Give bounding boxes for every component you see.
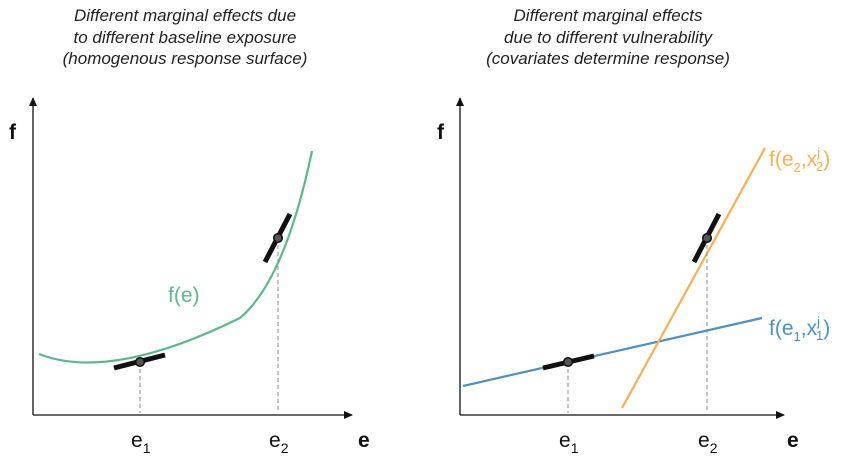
caption-line: (covariates determine response): [486, 49, 730, 68]
tick-base: e: [131, 429, 143, 452]
left-panel: f e f(e) e1 e2: [9, 97, 370, 456]
tick-sub: 2: [710, 440, 718, 456]
right-x-axis-label: e: [787, 429, 799, 452]
line-orange: [621, 147, 766, 409]
left-panel-caption: Different marginal effects due to differ…: [5, 5, 365, 70]
right-panel-caption: Different marginal effects due to differ…: [428, 5, 788, 70]
tick-base: e: [559, 429, 571, 452]
caption-line: (homogenous response surface): [62, 49, 308, 68]
tick-base: e: [269, 429, 281, 452]
label-sup: j: [816, 145, 820, 160]
label-suffix: ): [823, 148, 830, 171]
tick-sub: 1: [143, 440, 151, 456]
caption-line: to different baseline exposure: [73, 27, 297, 47]
label-sub: 1: [794, 329, 801, 344]
label-sub: 1: [816, 328, 823, 343]
label-prefix: f(e: [769, 317, 794, 340]
left-y-axis-label: f: [9, 121, 17, 144]
point-e2: [701, 232, 713, 244]
caption-line: Different marginal effects: [513, 6, 703, 25]
point-e2: [272, 232, 284, 244]
tick-base: e: [698, 429, 710, 452]
line-blue: [462, 316, 763, 388]
right-tick-e2: e2: [698, 429, 718, 456]
label-mid: ,x: [801, 317, 818, 340]
left-tick-e1: e1: [131, 429, 151, 456]
label-suffix: ): [823, 317, 830, 340]
caption-line: Different marginal effects due: [73, 6, 297, 25]
right-y-axis-label: f: [437, 121, 445, 144]
right-panel: f e f(e2,xj 2) f(e1,xj 1) e1 e2: [437, 97, 830, 456]
left-x-axis-label: e: [358, 429, 370, 452]
curve-f-e: [38, 150, 314, 364]
curve-label-f-e: f(e): [168, 284, 200, 307]
line-label-blue: f(e1,xj 1): [769, 314, 830, 344]
line-label-orange: f(e2,xj 2): [769, 145, 830, 175]
caption-line: due to different vulnerability: [504, 27, 712, 47]
left-tick-e2: e2: [269, 429, 289, 456]
point-e1: [134, 356, 146, 368]
point-e1: [562, 356, 574, 368]
label-sup: j: [816, 314, 820, 329]
label-prefix: f(e: [769, 148, 794, 171]
tick-sub: 1: [571, 440, 579, 456]
right-tick-e1: e1: [559, 429, 579, 456]
label-mid: ,x: [801, 148, 818, 171]
tick-sub: 2: [281, 440, 289, 456]
label-sub: 2: [816, 159, 823, 174]
label-sub: 2: [794, 160, 801, 175]
